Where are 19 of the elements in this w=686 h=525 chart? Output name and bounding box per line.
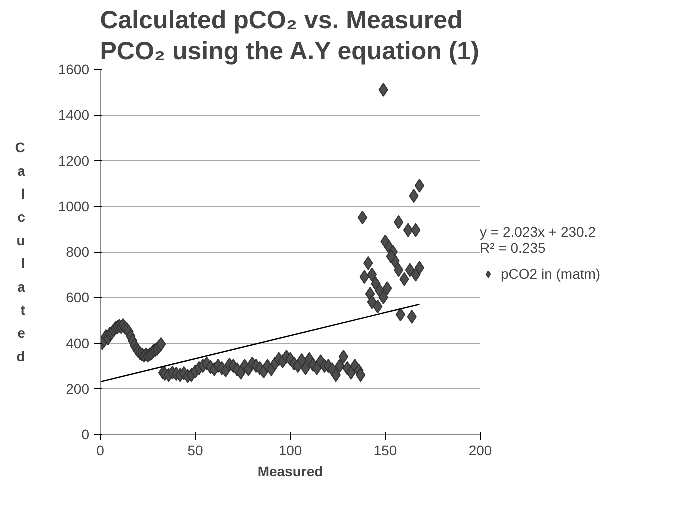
x-tick-label: 150 (374, 442, 398, 458)
y-tick-label: 200 (66, 380, 90, 397)
y-tick-label: 400 (66, 335, 90, 352)
y-tick-label: 0 (82, 426, 90, 442)
x-tick-label: 200 (468, 442, 492, 458)
y-tick-label: 600 (66, 290, 90, 306)
y-tick-label: 1400 (58, 107, 90, 124)
legend-label: pCO2 in (matm) (501, 266, 601, 282)
text: Calculated (15, 140, 26, 364)
x-axis-title: Measured (258, 464, 324, 480)
y-tick-label: 800 (66, 244, 90, 260)
x-tick-label: 0 (96, 442, 105, 458)
y-tick-label: 1000 (58, 198, 90, 214)
annotation: y = 2.023x + 230.2 R² = 0.235 (480, 224, 597, 256)
chart-title: Calculated pCO₂ vs. Measured PCO₂ using the A.Y equation (1) (100, 6, 480, 66)
y-tick-label: 1600 (58, 62, 90, 78)
y-tick-label: 1200 (58, 152, 90, 169)
x-tick-label: 100 (278, 442, 302, 458)
x-tick-label: 50 (188, 442, 204, 458)
